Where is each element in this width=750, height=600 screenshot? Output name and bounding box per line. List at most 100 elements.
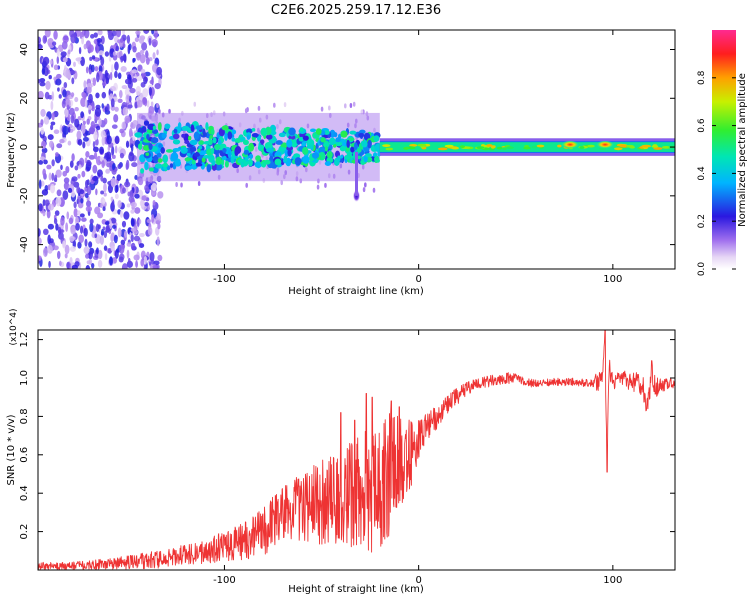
noise-cell bbox=[75, 57, 82, 62]
noise-cell bbox=[97, 39, 101, 47]
hot-spot-2 bbox=[596, 140, 615, 149]
noise-cell bbox=[54, 210, 60, 216]
band-cell bbox=[197, 148, 201, 153]
snr-x-tick-label: 100 bbox=[603, 575, 622, 586]
band-cell bbox=[189, 139, 198, 146]
spectrogram-y-tick-label: 0 bbox=[19, 144, 30, 150]
band-cell bbox=[180, 146, 188, 154]
band-cell bbox=[349, 130, 357, 135]
band-halo-cell bbox=[180, 182, 183, 188]
noise-cell bbox=[82, 92, 87, 100]
band-cell bbox=[172, 147, 181, 152]
noise-cell bbox=[131, 162, 138, 168]
noise-cell bbox=[53, 217, 58, 225]
noise-cell bbox=[71, 77, 75, 85]
noise-cell bbox=[125, 140, 130, 148]
band-cell bbox=[194, 162, 203, 167]
noise-cell bbox=[86, 185, 92, 196]
noise-cell bbox=[78, 234, 85, 244]
noise-cell bbox=[146, 218, 152, 224]
noise-cell bbox=[154, 30, 158, 40]
noise-cell bbox=[41, 67, 46, 75]
band-halo-cell bbox=[193, 101, 197, 107]
noise-cell bbox=[98, 50, 104, 56]
noise-cell bbox=[59, 138, 65, 144]
snr-series bbox=[38, 330, 675, 570]
noise-cell bbox=[111, 154, 116, 159]
band-cell bbox=[311, 152, 320, 159]
noise-cell bbox=[63, 82, 68, 89]
band-cell bbox=[358, 132, 365, 138]
colorbar-label: Normalized spectral amplitude bbox=[737, 73, 748, 227]
noise-cell bbox=[127, 104, 133, 109]
band-cell bbox=[206, 164, 212, 173]
noise-cell bbox=[127, 257, 131, 265]
band-cell bbox=[283, 155, 288, 163]
band-cell bbox=[152, 125, 157, 130]
noise-cell bbox=[38, 160, 44, 165]
spectrogram-x-label: Height of straight line (km) bbox=[288, 286, 424, 297]
noise-cell bbox=[95, 134, 98, 140]
noise-cell bbox=[109, 71, 113, 81]
snr-panel: -100 0 100 0.2 0.4 0.6 0.8 1.0 1.2 Height of st… bbox=[6, 308, 676, 595]
band-cell bbox=[323, 142, 330, 148]
noise-cell bbox=[117, 200, 122, 209]
band-halo-cell bbox=[197, 180, 201, 186]
noise-cell bbox=[100, 190, 105, 195]
band-cell bbox=[278, 147, 287, 152]
noise-cell bbox=[92, 77, 97, 87]
band-cell bbox=[302, 135, 309, 141]
noise-cell bbox=[60, 164, 63, 171]
noise-cell bbox=[134, 193, 140, 199]
noise-cell bbox=[93, 151, 98, 160]
band-cell bbox=[209, 134, 214, 139]
noise-cell bbox=[111, 64, 114, 73]
band-cell bbox=[361, 141, 368, 148]
noise-cell bbox=[140, 258, 145, 267]
noise-cell bbox=[126, 95, 130, 100]
band-cell bbox=[221, 125, 229, 131]
hot-spot-1 bbox=[561, 140, 580, 149]
noise-cell bbox=[42, 168, 46, 177]
noise-cell bbox=[129, 87, 136, 94]
noise-cell bbox=[67, 49, 71, 55]
noise-cell bbox=[95, 247, 99, 255]
noise-cell bbox=[40, 127, 45, 135]
band-cell bbox=[251, 127, 256, 132]
noise-cell bbox=[64, 108, 69, 118]
noise-cell bbox=[117, 227, 122, 238]
noise-cell bbox=[88, 241, 93, 248]
band-cell bbox=[353, 142, 358, 150]
noise-cell bbox=[66, 262, 70, 269]
noise-cell bbox=[86, 159, 91, 166]
noise-cell bbox=[99, 203, 103, 209]
noise-cell bbox=[70, 226, 76, 235]
band-cell bbox=[198, 150, 207, 156]
band-halo-cell bbox=[362, 187, 366, 193]
noise-cell bbox=[71, 176, 78, 182]
noise-cell bbox=[133, 254, 140, 261]
colorbar-ticks: 0.0 0.2 0.4 0.6 0.8 bbox=[697, 70, 736, 276]
noise-cell bbox=[65, 222, 69, 232]
noise-cell bbox=[142, 96, 147, 105]
noise-cell bbox=[85, 151, 90, 158]
noise-cell bbox=[82, 136, 89, 142]
noise-cell bbox=[132, 57, 136, 62]
noise-cell bbox=[114, 185, 119, 194]
noise-cell bbox=[109, 219, 113, 230]
band-cell bbox=[248, 153, 254, 159]
noise-cell bbox=[134, 101, 138, 109]
noise-cell bbox=[77, 138, 83, 146]
noise-cell bbox=[87, 105, 93, 110]
noise-cell bbox=[157, 254, 163, 262]
noise-cell bbox=[119, 128, 125, 134]
band-halo-cell bbox=[324, 182, 327, 188]
noise-cell bbox=[67, 126, 71, 133]
noise-cell bbox=[74, 106, 79, 112]
noise-cell bbox=[38, 237, 42, 246]
noise-cell bbox=[107, 30, 112, 37]
noise-cell bbox=[110, 196, 114, 202]
noise-cell bbox=[85, 264, 91, 269]
noise-cell bbox=[117, 98, 123, 103]
noise-cell bbox=[84, 238, 88, 247]
